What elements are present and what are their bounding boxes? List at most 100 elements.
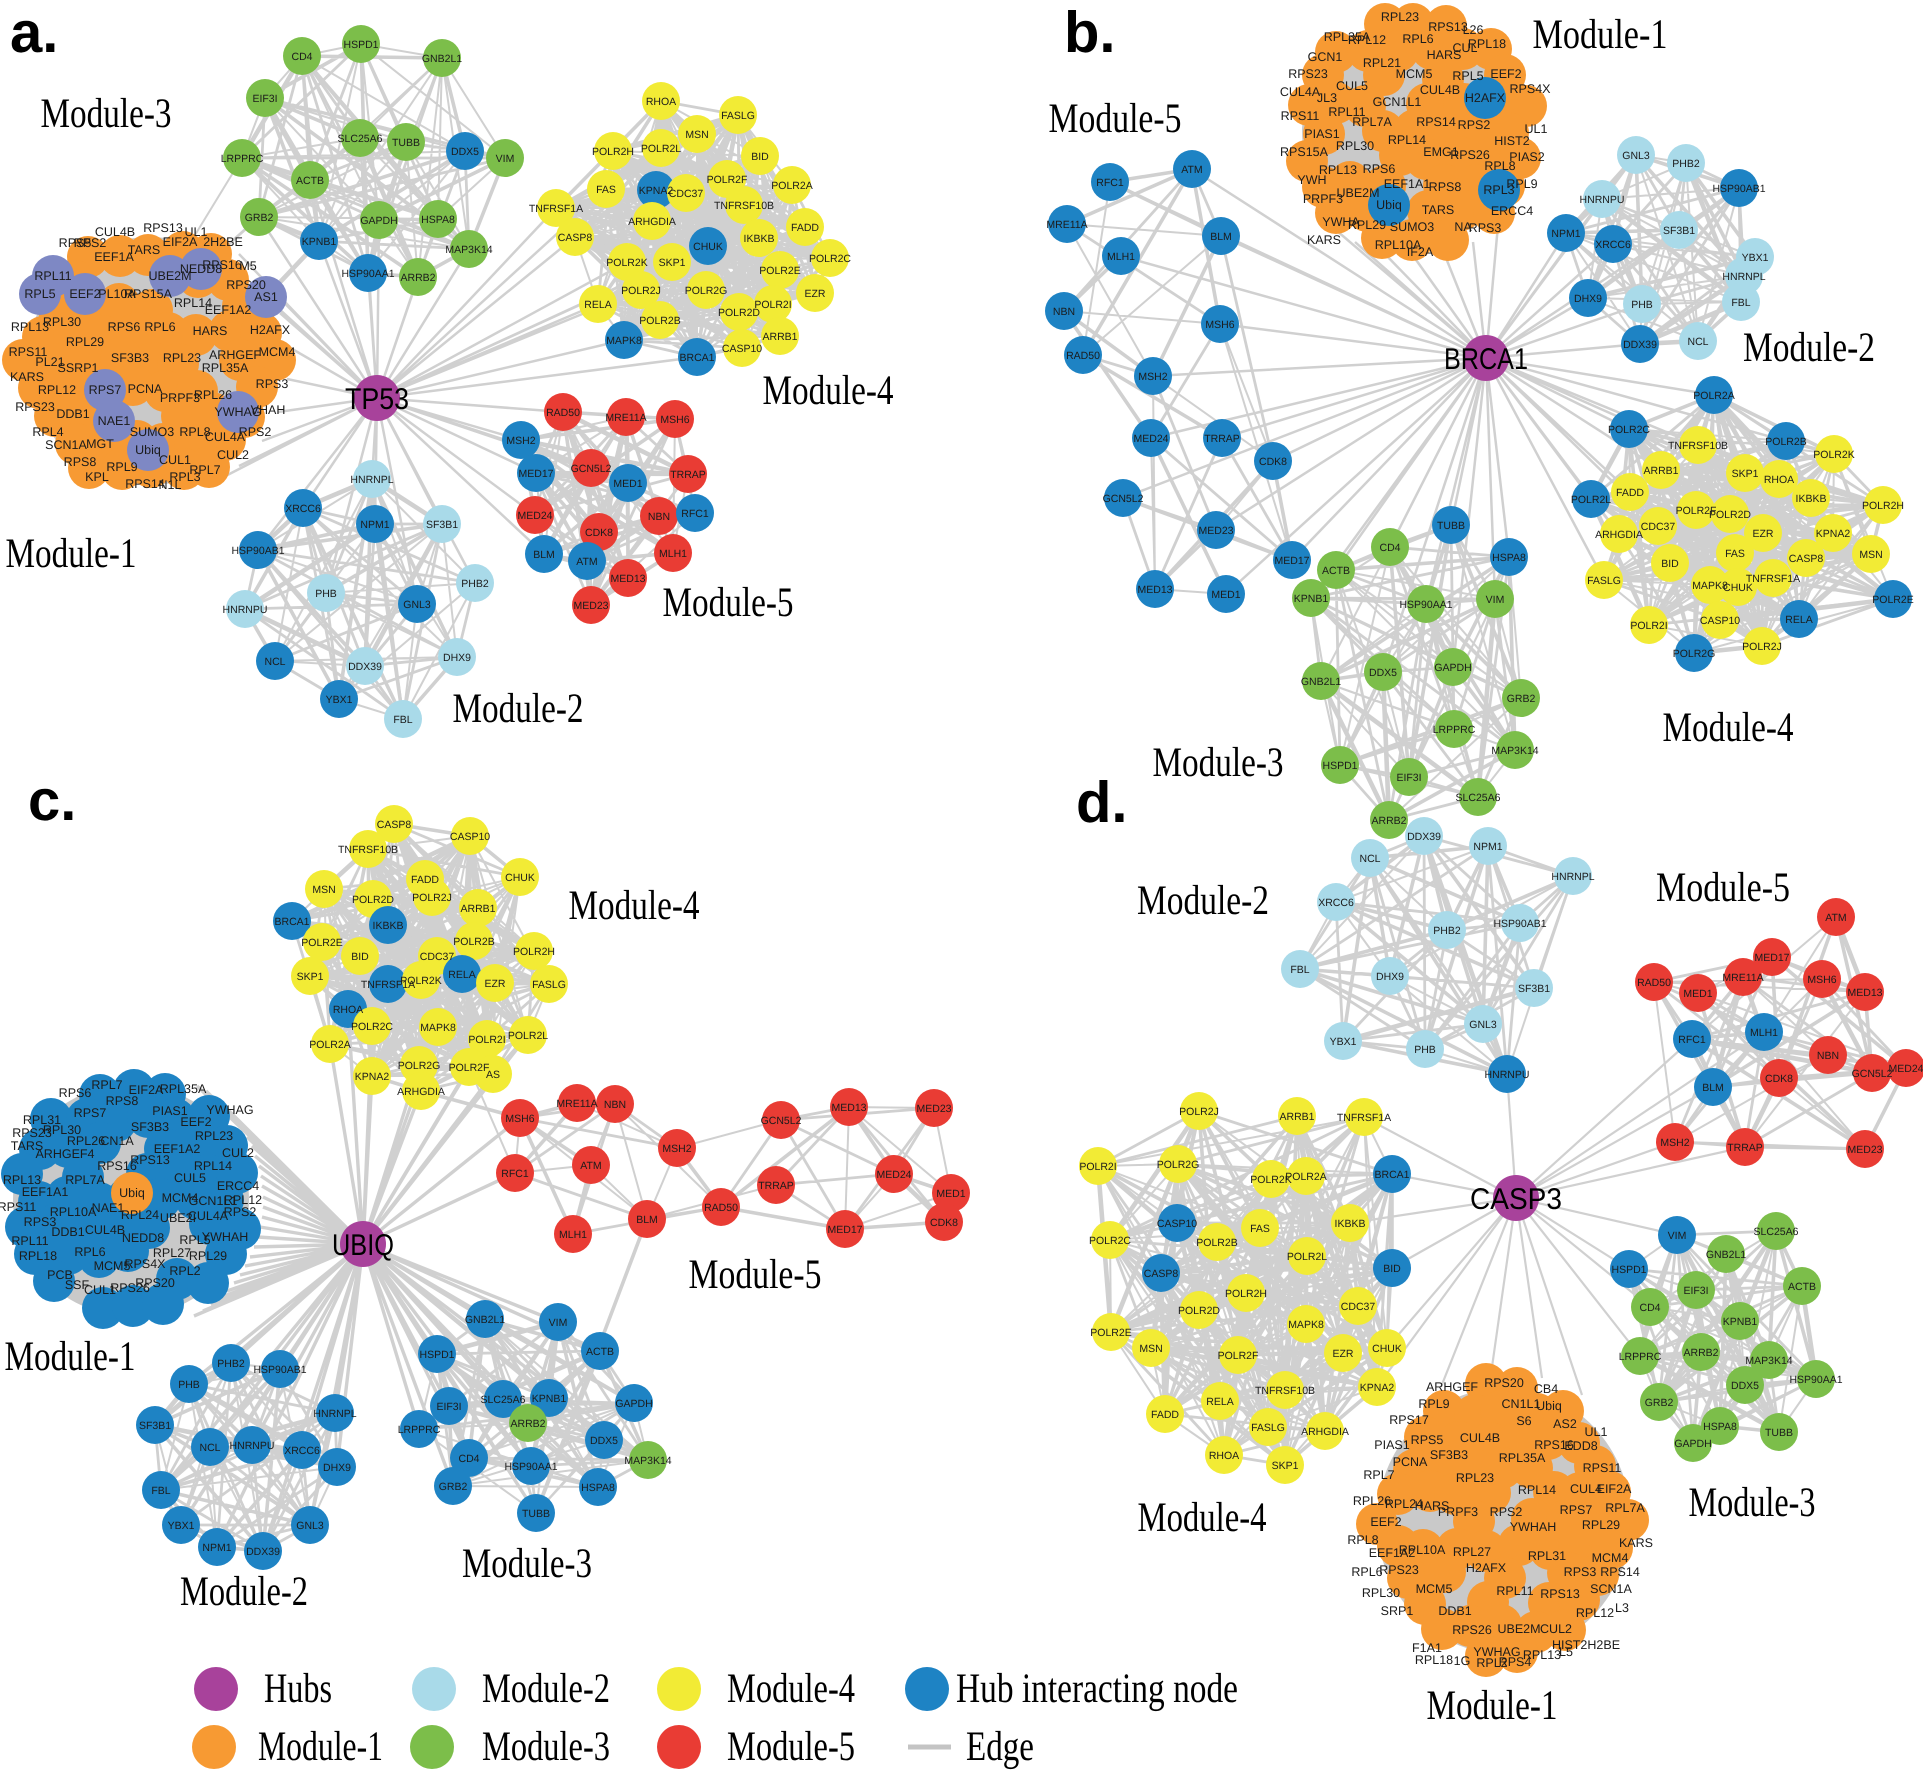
svg-text:MED24: MED24	[876, 1169, 911, 1181]
svg-text:RELA: RELA	[1785, 614, 1812, 626]
svg-text:POLR2J: POLR2J	[412, 892, 452, 904]
svg-text:POLR2H: POLR2H	[1862, 500, 1904, 512]
svg-text:DDX5: DDX5	[590, 1435, 618, 1447]
svg-text:POLR2D: POLR2D	[1178, 1305, 1220, 1317]
svg-text:XRCC6: XRCC6	[1595, 239, 1631, 251]
svg-text:MRE11A: MRE11A	[605, 412, 646, 424]
svg-text:YWH: YWH	[1297, 173, 1326, 187]
svg-text:EEF2: EEF2	[69, 287, 100, 301]
svg-text:RPS23: RPS23	[12, 1126, 52, 1140]
svg-text:CN1L1: CN1L1	[1502, 1397, 1541, 1411]
svg-text:RPS11: RPS11	[9, 345, 48, 359]
svg-text:POLR2J: POLR2J	[1742, 641, 1782, 653]
svg-text:HSPA8: HSPA8	[1703, 1421, 1737, 1433]
svg-text:YWHAG: YWHAG	[214, 405, 261, 419]
svg-text:MED24: MED24	[1133, 433, 1168, 445]
svg-text:L26: L26	[1463, 23, 1484, 37]
svg-text:RPS8: RPS8	[1429, 180, 1462, 194]
svg-text:CD4: CD4	[1639, 1302, 1660, 1314]
svg-text:MCM4: MCM4	[259, 345, 296, 359]
svg-text:RHOA: RHOA	[1209, 1450, 1239, 1462]
svg-text:EIF2A: EIF2A	[163, 235, 198, 249]
svg-text:VIM: VIM	[496, 153, 515, 165]
svg-text:ARHGDIA: ARHGDIA	[1595, 529, 1643, 541]
svg-text:LRPPRC: LRPPRC	[1433, 724, 1476, 736]
svg-text:IKBKB: IKBKB	[1335, 1218, 1366, 1230]
svg-text:TNFRSF1A: TNFRSF1A	[1337, 1112, 1391, 1124]
svg-text:RPL6: RPL6	[1351, 1565, 1382, 1579]
svg-text:HSP90AA1: HSP90AA1	[1399, 599, 1452, 611]
svg-text:RPL10A: RPL10A	[1375, 238, 1422, 252]
svg-text:UBE2M: UBE2M	[148, 269, 191, 283]
svg-text:POLR2B: POLR2B	[1765, 436, 1806, 448]
svg-text:DDX5: DDX5	[451, 146, 479, 158]
svg-text:PHB: PHB	[1631, 299, 1653, 311]
svg-text:HSP90AA1: HSP90AA1	[341, 268, 394, 280]
svg-text:GCN5L2: GCN5L2	[1852, 1068, 1893, 1080]
svg-text:EEF1A1: EEF1A1	[1384, 177, 1431, 191]
svg-text:Module-4: Module-4	[727, 1666, 855, 1712]
svg-text:TARS: TARS	[1422, 203, 1454, 217]
svg-text:HSPA8: HSPA8	[1492, 552, 1526, 564]
svg-text:KPNA2: KPNA2	[639, 185, 674, 197]
svg-text:CASP10: CASP10	[1700, 615, 1740, 627]
svg-text:RPS23: RPS23	[1288, 67, 1328, 81]
svg-text:AS: AS	[486, 1069, 500, 1081]
svg-text:EIF3I: EIF3I	[436, 1401, 461, 1413]
svg-text:TARS: TARS	[11, 1139, 43, 1153]
svg-text:HSPD1: HSPD1	[1322, 760, 1357, 772]
svg-text:RAD50: RAD50	[546, 407, 580, 419]
svg-text:RPL7: RPL7	[91, 1078, 122, 1092]
svg-text:YBX1: YBX1	[326, 694, 353, 706]
svg-text:Module-5: Module-5	[1049, 96, 1182, 142]
svg-text:EDD8: EDD8	[1564, 1439, 1597, 1453]
svg-text:ATM: ATM	[580, 1160, 601, 1172]
svg-text:MRE11A: MRE11A	[1046, 219, 1087, 231]
svg-text:BRCA1: BRCA1	[1444, 343, 1528, 376]
svg-text:BID: BID	[1661, 558, 1679, 570]
svg-text:PIAS2: PIAS2	[1509, 150, 1544, 164]
svg-text:RPL23: RPL23	[1381, 10, 1419, 24]
svg-text:RPS13: RPS13	[130, 1153, 170, 1167]
svg-text:M5: M5	[239, 259, 256, 273]
svg-text:TNFRSF1A: TNFRSF1A	[1746, 573, 1800, 585]
svg-text:CB4: CB4	[1534, 1382, 1558, 1396]
svg-text:KPL: KPL	[85, 470, 109, 484]
svg-text:RPL35A: RPL35A	[1499, 1451, 1546, 1465]
svg-text:POLR2L: POLR2L	[641, 143, 681, 155]
svg-text:MED17: MED17	[518, 468, 553, 480]
svg-text:POLR2I: POLR2I	[468, 1034, 505, 1046]
svg-text:CUL: CUL	[1452, 41, 1477, 55]
svg-text:CUL4A: CUL4A	[188, 1209, 229, 1223]
svg-text:RPL6: RPL6	[144, 320, 175, 334]
svg-text:UL1: UL1	[1585, 1425, 1608, 1439]
svg-text:PHB2: PHB2	[461, 578, 489, 590]
svg-text:POLR2D: POLR2D	[1709, 509, 1751, 521]
svg-text:SCN1A: SCN1A	[45, 438, 87, 452]
svg-text:MED1: MED1	[1211, 589, 1240, 601]
svg-text:HARS: HARS	[1427, 48, 1462, 62]
svg-text:RPL12: RPL12	[1348, 33, 1386, 47]
svg-text:RPL31: RPL31	[23, 1113, 61, 1127]
svg-text:BLM: BLM	[1210, 231, 1232, 243]
svg-text:PHB: PHB	[315, 588, 337, 600]
svg-text:EIF2A: EIF2A	[129, 1083, 164, 1097]
svg-text:MGT: MGT	[86, 437, 114, 451]
svg-text:RPL7A: RPL7A	[65, 1173, 105, 1187]
svg-text:EEF1A: EEF1A	[94, 250, 134, 264]
svg-text:MSH6: MSH6	[660, 414, 689, 426]
svg-text:DDX5: DDX5	[1369, 667, 1397, 679]
svg-text:UBE2M: UBE2M	[1336, 186, 1379, 200]
svg-text:MED17: MED17	[1274, 555, 1309, 567]
svg-text:POLR2G: POLR2G	[685, 285, 728, 297]
svg-text:HSP90AA1: HSP90AA1	[1789, 1374, 1842, 1386]
svg-text:Ubiq: Ubiq	[1376, 198, 1402, 212]
svg-text:Hub interacting node: Hub interacting node	[956, 1666, 1238, 1712]
svg-text:FAS: FAS	[1250, 1223, 1270, 1235]
svg-text:GNL3: GNL3	[1622, 150, 1650, 162]
svg-text:CASP10: CASP10	[450, 831, 490, 843]
svg-text:POLR2D: POLR2D	[352, 894, 394, 906]
svg-text:RPL14: RPL14	[1518, 1483, 1556, 1497]
svg-text:Module-3: Module-3	[1153, 740, 1284, 786]
svg-text:FBL: FBL	[1731, 297, 1750, 309]
